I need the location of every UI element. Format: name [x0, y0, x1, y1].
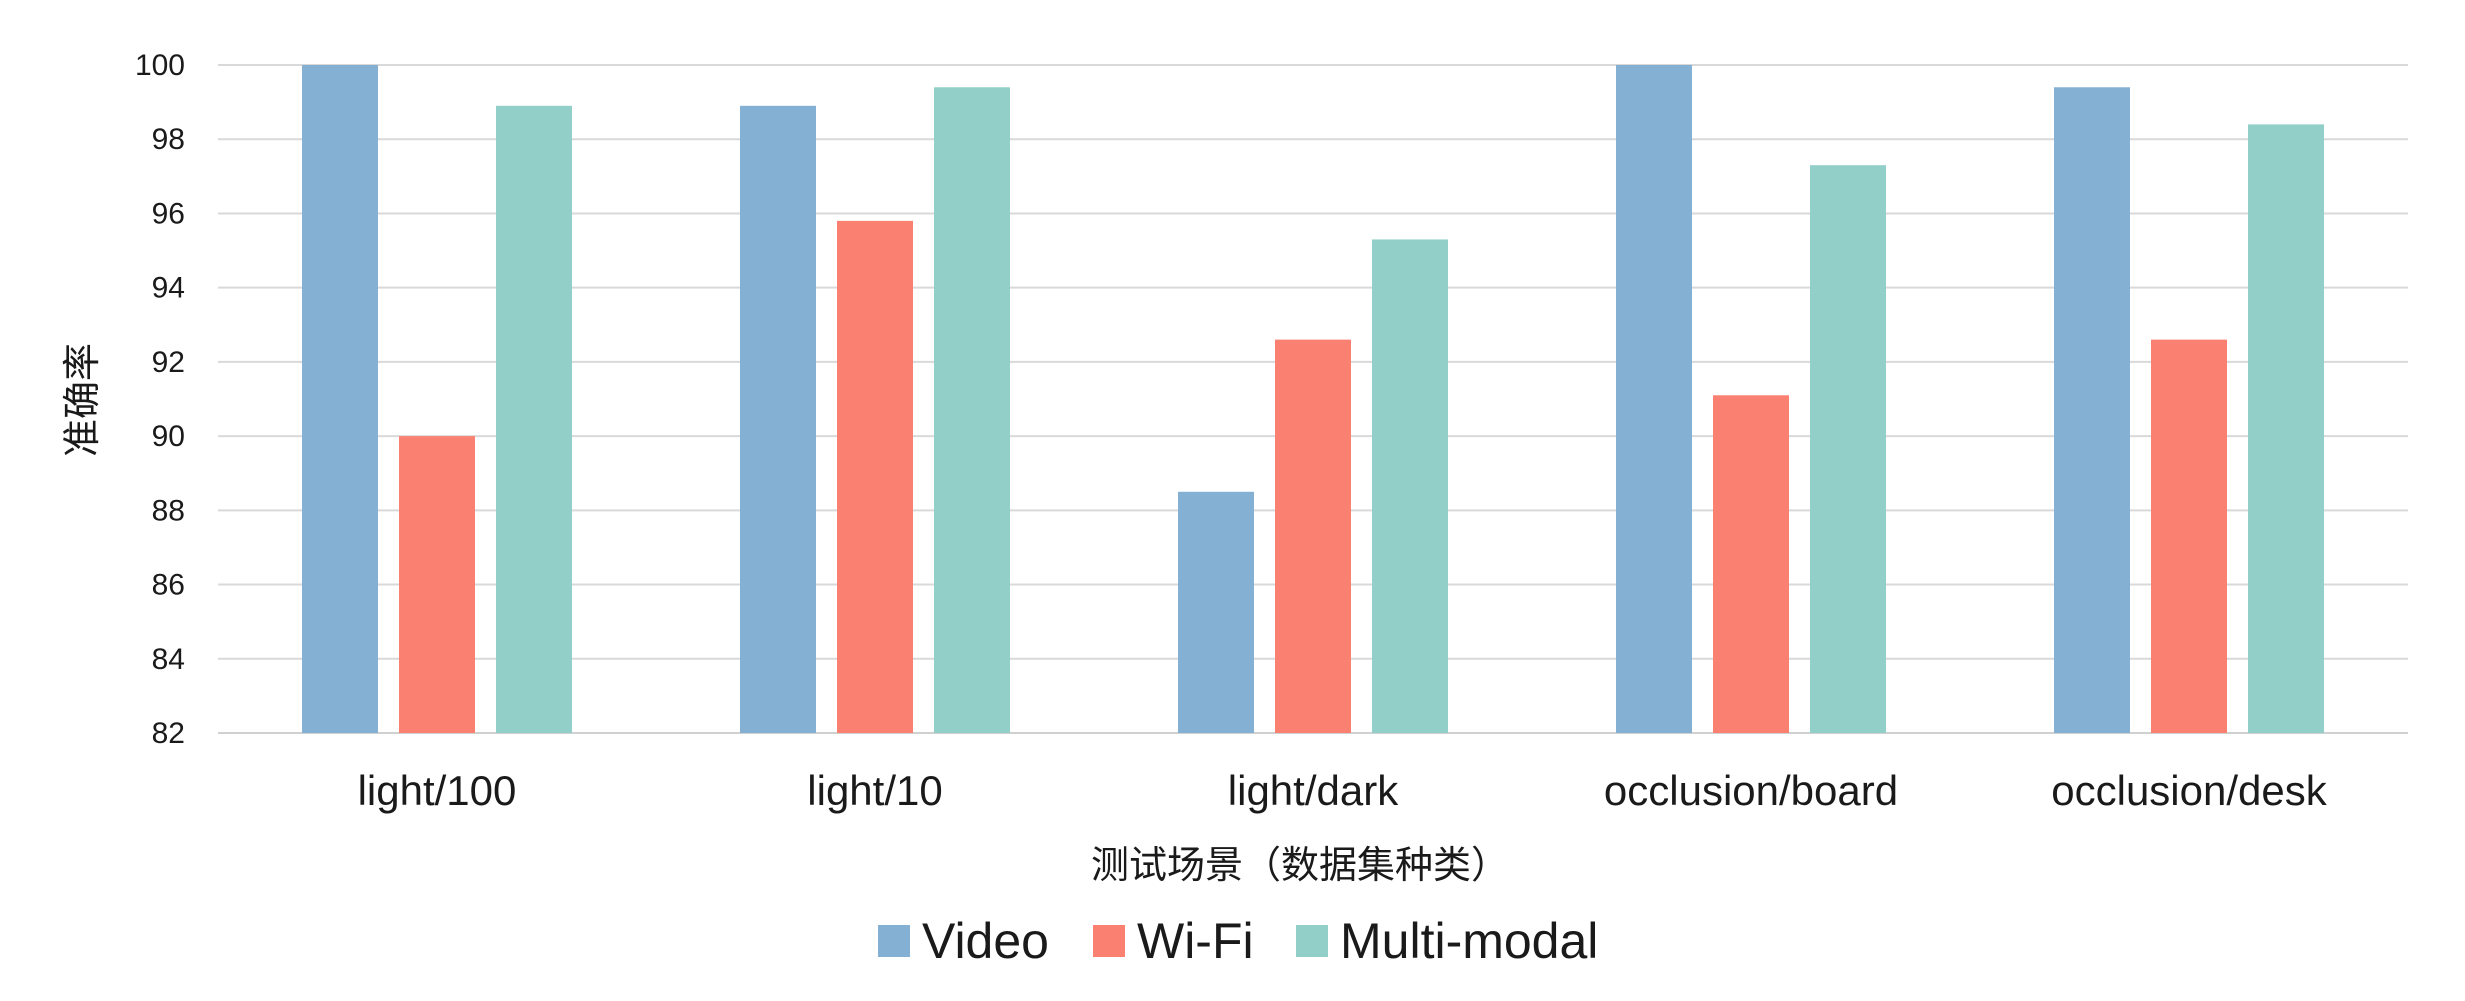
legend: Video Wi-Fi Multi-modal [878, 913, 1598, 969]
bar-video-3 [1616, 65, 1692, 733]
bar-video-1 [740, 105, 816, 734]
bar-multi-modal-2 [1372, 239, 1448, 733]
y-tick-label: 96 [152, 197, 185, 230]
x-category-label: light/10 [807, 767, 942, 814]
y-tick-label: 84 [152, 643, 185, 676]
y-axis: 82 84 86 88 90 92 94 96 98 100 [135, 49, 185, 750]
x-category-label: light/dark [1228, 767, 1399, 814]
bars [302, 65, 2324, 734]
y-axis-title: 准确率 [60, 343, 104, 457]
x-axis-title: 测试场景（数据集种类） [1091, 843, 1509, 887]
y-tick-label: 88 [152, 494, 185, 527]
legend-swatch [1093, 925, 1125, 957]
y-tick-label: 86 [152, 569, 185, 602]
bar-multi-modal-3 [1810, 165, 1886, 733]
bar-wi-fi-4 [2151, 339, 2227, 733]
bar-multi-modal-0 [496, 105, 572, 734]
x-category-label: occlusion/board [1604, 767, 1898, 814]
bar-wi-fi-3 [1713, 395, 1789, 733]
bar-wi-fi-2 [1275, 339, 1351, 733]
bar-video-2 [1178, 491, 1254, 733]
x-axis: light/100 light/10 light/dark occlusion/boa… [358, 767, 2328, 814]
bar-multi-modal-1 [934, 87, 1010, 734]
y-tick-label: 94 [152, 272, 185, 305]
bar-wi-fi-0 [399, 436, 475, 733]
bar-multi-modal-4 [2248, 124, 2324, 733]
bar-video-0 [302, 65, 378, 733]
y-tick-label: 82 [152, 717, 185, 750]
legend-label: Wi-Fi [1137, 913, 1254, 969]
y-tick-label: 100 [135, 49, 185, 82]
x-category-label: occlusion/desk [2051, 767, 2327, 814]
legend-swatch [878, 925, 910, 957]
legend-label: Video [922, 913, 1049, 969]
x-category-label: light/100 [358, 767, 517, 814]
legend-swatch [1296, 925, 1328, 957]
y-tick-label: 98 [152, 123, 185, 156]
legend-label: Multi-modal [1340, 913, 1598, 969]
bar-video-4 [2054, 87, 2130, 734]
bar-wi-fi-1 [837, 220, 913, 733]
y-tick-label: 90 [152, 420, 185, 453]
y-tick-label: 92 [152, 346, 185, 379]
